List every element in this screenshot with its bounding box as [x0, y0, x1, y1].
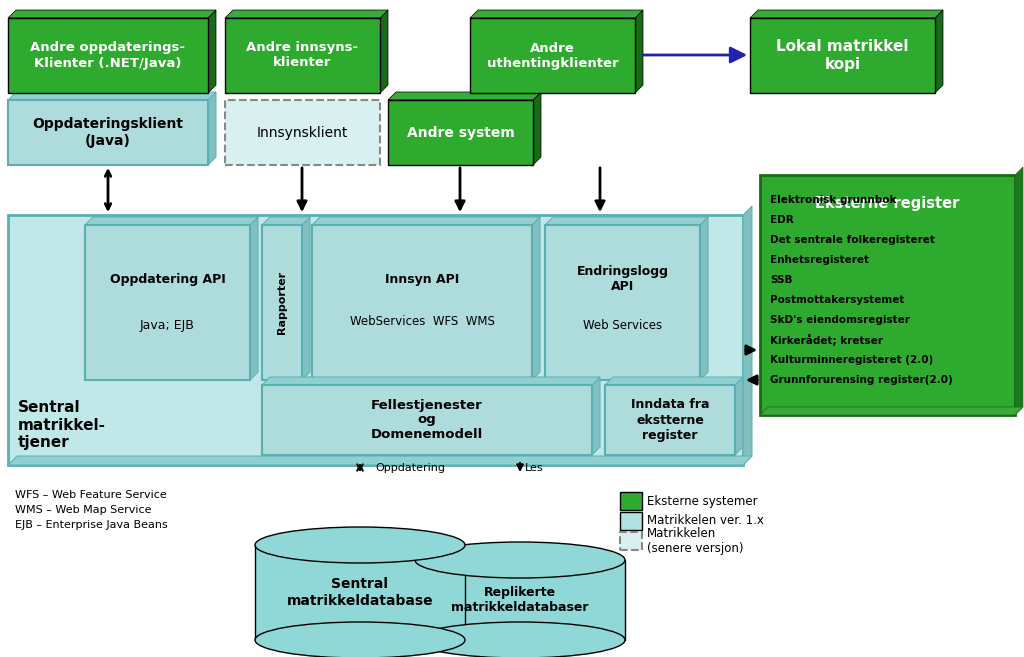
Text: WFS – Web Feature Service: WFS – Web Feature Service [15, 490, 167, 500]
Text: Matrikkelen ver. 1.x: Matrikkelen ver. 1.x [647, 514, 764, 528]
Bar [605, 385, 735, 455]
Text: Enhetsregisteret: Enhetsregisteret [770, 255, 869, 265]
Text: Andre innsyns-
klienter: Andre innsyns- klienter [247, 41, 358, 70]
Text: Kirkerådet; kretser: Kirkerådet; kretser [770, 334, 883, 346]
Bar [8, 215, 743, 465]
Polygon shape [8, 456, 752, 465]
Polygon shape [534, 92, 541, 165]
Polygon shape [605, 377, 743, 385]
Ellipse shape [415, 542, 625, 578]
Text: Innsyn API: Innsyn API [385, 273, 459, 286]
Polygon shape [388, 92, 541, 100]
Bar [750, 18, 935, 93]
Polygon shape [1015, 167, 1023, 415]
Text: Rapporter: Rapporter [278, 271, 287, 334]
Polygon shape [635, 10, 643, 93]
Bar [620, 492, 642, 510]
Bar [262, 225, 302, 380]
Bar [415, 560, 625, 640]
Polygon shape [592, 377, 600, 455]
Bar [388, 100, 534, 165]
Polygon shape [250, 217, 258, 380]
Text: Endringslogg
API: Endringslogg API [577, 265, 669, 293]
Text: Postmottakersystemet: Postmottakersystemet [770, 295, 904, 305]
Polygon shape [743, 206, 752, 465]
Polygon shape [262, 377, 600, 385]
Bar [470, 18, 635, 93]
Polygon shape [225, 10, 388, 18]
Text: Oppdateringsklient
(Java): Oppdateringsklient (Java) [33, 118, 183, 148]
Text: WMS – Web Map Service: WMS – Web Map Service [15, 505, 152, 515]
Polygon shape [85, 217, 258, 225]
Text: Elektronisk grunnbok: Elektronisk grunnbok [770, 195, 896, 205]
Text: Andre
uthentingklienter: Andre uthentingklienter [486, 41, 618, 70]
Polygon shape [8, 10, 216, 18]
Text: Inndata fra
ekstterne
register: Inndata fra ekstterne register [631, 399, 710, 442]
Bar [225, 100, 380, 165]
Polygon shape [380, 10, 388, 93]
Bar [620, 512, 642, 530]
Ellipse shape [255, 527, 465, 563]
Text: Sentral
matrikkeldatabase: Sentral matrikkeldatabase [287, 578, 433, 608]
Bar [262, 385, 592, 455]
Polygon shape [750, 10, 943, 18]
Polygon shape [760, 407, 1023, 415]
Ellipse shape [255, 622, 465, 657]
Text: Oppdatering: Oppdatering [375, 463, 445, 473]
Bar [760, 175, 1015, 415]
Text: EJB – Enterprise Java Beans: EJB – Enterprise Java Beans [15, 520, 168, 530]
Bar [312, 225, 532, 380]
Polygon shape [470, 10, 643, 18]
Text: Eksterne systemer: Eksterne systemer [647, 495, 758, 507]
Text: Andre oppdaterings-
Klienter (.NET/Java): Andre oppdaterings- Klienter (.NET/Java) [31, 41, 185, 70]
Text: Web Services: Web Services [583, 319, 663, 332]
Bar [225, 18, 380, 93]
Text: Grunnforurensing register(2.0): Grunnforurensing register(2.0) [770, 375, 952, 385]
Text: Eksterne register: Eksterne register [815, 196, 959, 212]
Polygon shape [262, 217, 310, 225]
Polygon shape [545, 217, 708, 225]
Bar [85, 225, 250, 380]
Text: Andre system: Andre system [407, 125, 514, 139]
Polygon shape [532, 217, 540, 380]
Text: EDR: EDR [770, 215, 794, 225]
Bar [545, 225, 700, 380]
Text: Fellestjenester
og
Domenemodell: Fellestjenester og Domenemodell [371, 399, 483, 442]
Polygon shape [700, 217, 708, 380]
Text: Det sentrale folkeregisteret: Det sentrale folkeregisteret [770, 235, 935, 245]
Text: Sentral
matrikkel-
tjener: Sentral matrikkel- tjener [18, 400, 106, 450]
Polygon shape [208, 10, 216, 93]
Text: SSB: SSB [770, 275, 793, 285]
Polygon shape [302, 217, 310, 380]
Text: WebServices  WFS  WMS: WebServices WFS WMS [349, 315, 495, 328]
Ellipse shape [415, 622, 625, 657]
Bar [620, 532, 642, 550]
Polygon shape [208, 92, 216, 165]
Text: Java; EJB: Java; EJB [140, 319, 195, 332]
Text: Lokal matrikkel
kopi: Lokal matrikkel kopi [776, 39, 908, 72]
Text: Innsynsklient: Innsynsklient [257, 125, 348, 139]
Text: Replikerte
matrikkeldatabaser: Replikerte matrikkeldatabaser [452, 586, 589, 614]
Bar [255, 545, 465, 640]
Text: Les: Les [525, 463, 544, 473]
Text: Oppdatering API: Oppdatering API [110, 273, 225, 286]
Text: Kulturminneregisteret (2.0): Kulturminneregisteret (2.0) [770, 355, 933, 365]
Bar [8, 100, 208, 165]
Text: Matrikkelen
(senere versjon): Matrikkelen (senere versjon) [647, 527, 743, 555]
Polygon shape [8, 92, 216, 100]
Polygon shape [312, 217, 540, 225]
Polygon shape [935, 10, 943, 93]
Bar [8, 18, 208, 93]
Text: SkD's eiendomsregister: SkD's eiendomsregister [770, 315, 910, 325]
Polygon shape [735, 377, 743, 455]
